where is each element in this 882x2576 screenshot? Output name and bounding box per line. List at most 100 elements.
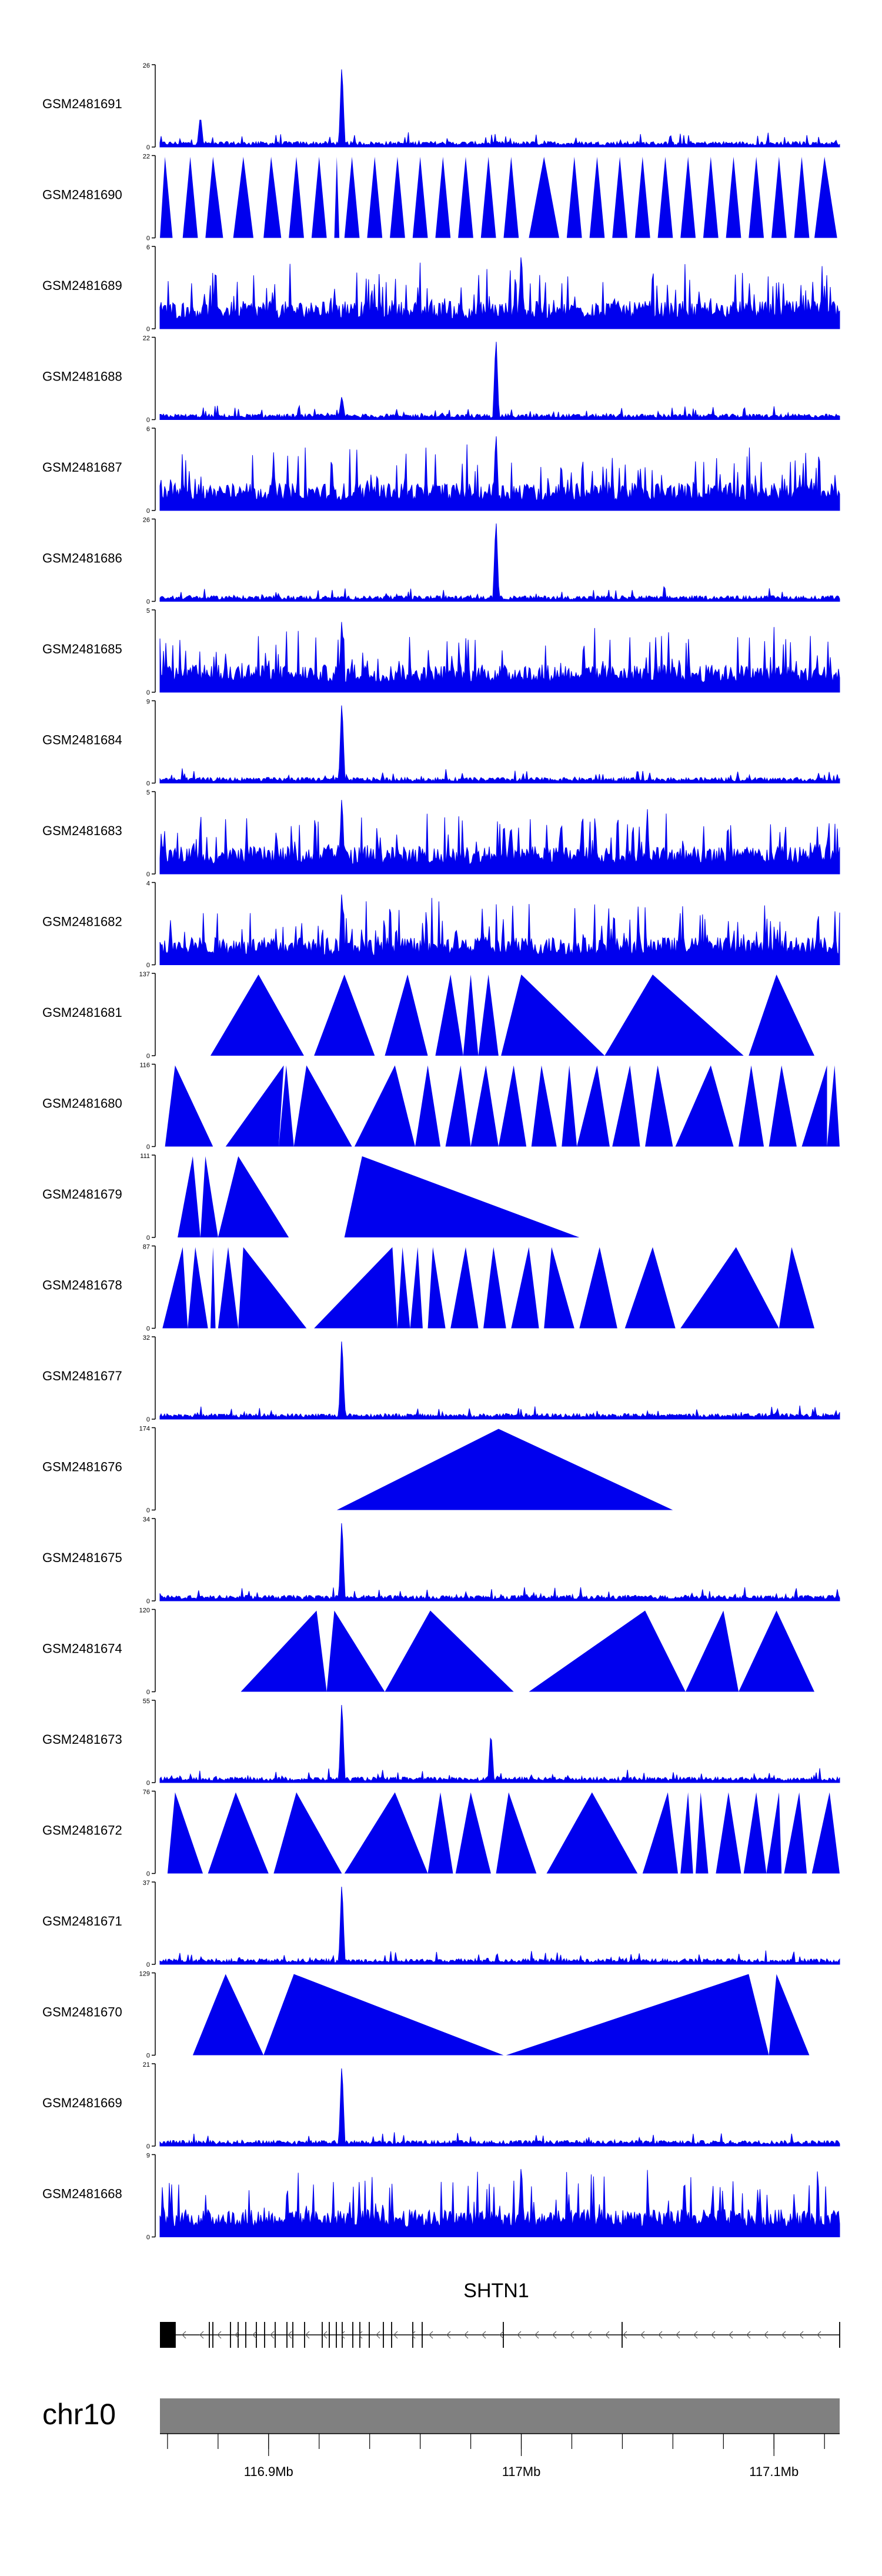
signal-peak xyxy=(314,975,375,1056)
signal-area xyxy=(159,257,840,329)
signal-peak xyxy=(205,156,223,238)
strand-arrow xyxy=(376,2331,380,2339)
signal-peak xyxy=(455,1792,491,1874)
track-label: GSM2481680 xyxy=(42,1096,122,1111)
genome-axis: 116.9Mb 117Mb 117.1Mb xyxy=(160,2433,840,2479)
signal-peak xyxy=(210,975,304,1056)
strand-arrow xyxy=(517,2331,522,2339)
y-tick-label: 0 xyxy=(146,1507,150,1514)
track-GSM2481691: GSM2481691 26 0 xyxy=(42,62,840,151)
strand-arrow xyxy=(764,2331,769,2339)
signal-peak xyxy=(390,156,405,238)
signal-peak xyxy=(675,1065,734,1147)
y-tick-label: 0 xyxy=(146,2234,150,2241)
signal-peak xyxy=(680,156,696,238)
signal-peak xyxy=(289,156,304,238)
strand-arrow xyxy=(640,2331,645,2339)
y-tick-label: 37 xyxy=(143,1880,150,1887)
track-label: GSM2481675 xyxy=(42,1550,122,1565)
track-GSM2481689: GSM2481689 6 0 xyxy=(42,244,840,333)
track-label: GSM2481690 xyxy=(42,188,122,202)
strand-arrow xyxy=(305,2331,310,2339)
y-tick-label: 6 xyxy=(146,426,150,433)
signal-area xyxy=(159,894,840,965)
strand-arrow xyxy=(605,2331,610,2339)
track-GSM2481677: GSM2481677 32 0 xyxy=(42,1334,840,1423)
signal-peak xyxy=(397,1247,410,1329)
y-tick-label: 55 xyxy=(143,1698,150,1705)
y-tick-label: 137 xyxy=(139,971,150,978)
signal-area xyxy=(159,2169,840,2237)
y-tick-label: 0 xyxy=(146,1416,150,1423)
y-tick-label: 34 xyxy=(143,1516,150,1523)
signal-peak xyxy=(739,1065,764,1147)
signal-peak xyxy=(739,1610,815,1692)
signal-peak xyxy=(178,1156,201,1237)
signal-peak xyxy=(336,1429,673,1510)
signal-area xyxy=(159,69,840,148)
track-GSM2481670: GSM2481670 129 0 xyxy=(42,1971,810,2060)
signal-peak xyxy=(314,1247,397,1329)
track-label: GSM2481687 xyxy=(42,460,122,475)
signal-peak xyxy=(367,156,383,238)
x-tick-label: 116.9Mb xyxy=(244,2464,293,2479)
strand-arrow xyxy=(323,2331,328,2339)
y-tick-label: 0 xyxy=(146,1871,150,1878)
signal-tracks: GSM2481691260GSM2481690220GSM248168960GS… xyxy=(42,62,840,2241)
signal-peak xyxy=(278,1065,294,1147)
track-GSM2481687: GSM2481687 6 0 xyxy=(42,426,840,515)
y-tick-label: 87 xyxy=(143,1244,150,1251)
y-tick-label: 0 xyxy=(146,871,150,878)
track-label: GSM2481669 xyxy=(42,2095,122,2110)
strand-arrow xyxy=(270,2331,275,2339)
track-label: GSM2481682 xyxy=(42,915,122,929)
signal-peak xyxy=(642,1792,678,1874)
signal-peak xyxy=(531,1065,557,1147)
signal-peak xyxy=(501,975,605,1056)
gene-track: SHTN1 xyxy=(160,2280,840,2348)
signal-peak xyxy=(529,156,559,238)
signal-peak xyxy=(483,1247,506,1329)
y-tick-label: 0 xyxy=(146,1234,150,1242)
signal-peak xyxy=(445,1065,471,1147)
strand-arrow xyxy=(729,2331,733,2339)
signal-peak xyxy=(273,1792,342,1874)
signal-peak xyxy=(470,1065,499,1147)
track-label: GSM2481689 xyxy=(42,278,122,293)
signal-peak xyxy=(511,1247,539,1329)
signal-peak xyxy=(326,1610,385,1692)
strand-arrow xyxy=(235,2331,239,2339)
y-tick-label: 26 xyxy=(143,517,150,524)
y-tick-label: 120 xyxy=(139,1607,150,1614)
y-tick-label: 22 xyxy=(143,154,150,161)
y-tick-label: 0 xyxy=(146,1326,150,1333)
signal-peak xyxy=(766,1792,782,1874)
signal-peak xyxy=(743,1792,767,1874)
track-label: GSM2481672 xyxy=(42,1823,122,1838)
signal-peak xyxy=(498,1065,527,1147)
y-tick-label: 9 xyxy=(146,699,150,706)
signal-peak xyxy=(344,156,360,238)
signal-peak xyxy=(160,156,173,238)
signal-area xyxy=(159,1523,840,1601)
strand-arrow xyxy=(676,2331,680,2339)
signal-peak xyxy=(192,1974,264,2056)
signal-peak xyxy=(427,1247,446,1329)
track-label: GSM2481683 xyxy=(42,823,122,838)
track-GSM2481672: GSM2481672 76 0 xyxy=(42,1789,840,1878)
strand-arrow xyxy=(199,2331,204,2339)
signal-peak xyxy=(165,1065,213,1147)
strand-arrow xyxy=(217,2331,222,2339)
signal-area xyxy=(159,800,840,875)
y-tick-label: 0 xyxy=(146,1144,150,1151)
y-tick-label: 26 xyxy=(143,62,150,69)
signal-area xyxy=(159,342,840,420)
signal-peak xyxy=(749,975,815,1056)
signal-peak xyxy=(579,1247,617,1329)
y-tick-label: 0 xyxy=(146,144,150,151)
y-tick-label: 0 xyxy=(146,235,150,242)
y-tick-label: 0 xyxy=(146,1780,150,1787)
signal-peak xyxy=(233,156,254,238)
strand-arrow xyxy=(623,2331,627,2339)
signal-peak xyxy=(450,1247,479,1329)
